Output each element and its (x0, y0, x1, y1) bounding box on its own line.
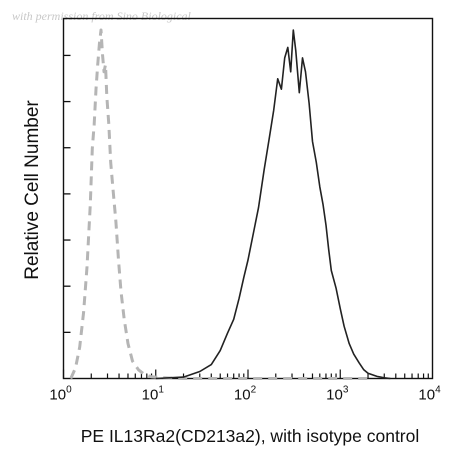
watermark-text: with permission from Sino Biological (12, 9, 191, 23)
plot-frame (62, 17, 434, 380)
stained-sample-series (155, 29, 391, 380)
x-axis-label: PE IL13Ra2(CD213a2), with isotype contro… (80, 426, 420, 446)
y-axis-ticks (63, 54, 71, 333)
x-tick-label: 104 (418, 385, 441, 404)
x-tick-label: 101 (142, 385, 165, 404)
isotype-control-series (69, 28, 368, 380)
y-axis-label: Relative Cell Number (22, 100, 43, 280)
series-layer (69, 28, 391, 380)
x-tick-label: 100 (49, 385, 72, 404)
x-tick-label: 102 (234, 385, 257, 404)
x-tick-labels: 100 101 102 103 104 (49, 385, 441, 404)
x-tick-label: 103 (326, 385, 349, 404)
